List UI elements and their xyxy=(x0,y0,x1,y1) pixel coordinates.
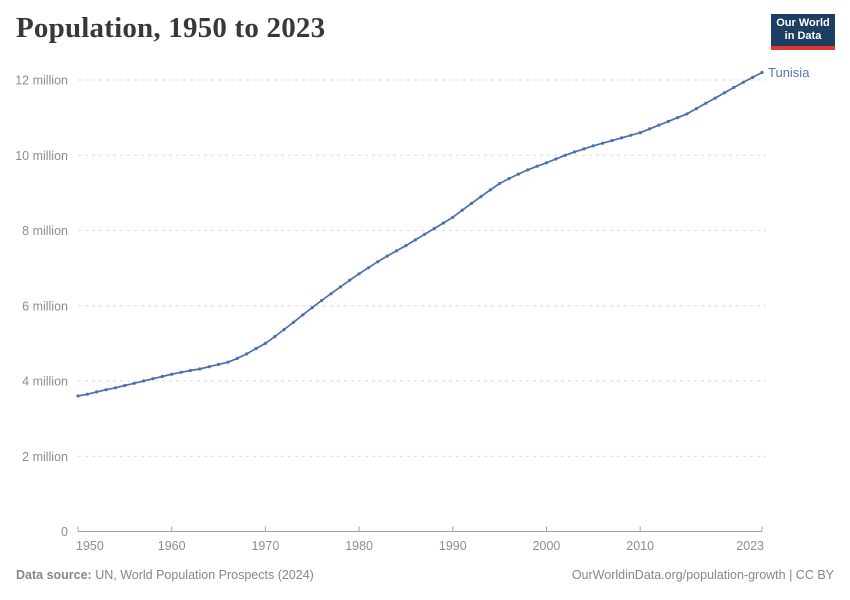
data-point-markers xyxy=(76,70,764,398)
data-source-note: Data source: UN, World Population Prospe… xyxy=(16,568,314,582)
svg-text:6 million: 6 million xyxy=(22,299,68,313)
svg-text:0: 0 xyxy=(61,525,68,539)
page-title: Population, 1950 to 2023 xyxy=(16,12,326,44)
x-axis: 1950 1960 1970 1980 1990 2000 2010 2023 xyxy=(76,526,764,553)
svg-text:1970: 1970 xyxy=(251,539,279,553)
svg-text:2010: 2010 xyxy=(626,539,654,553)
svg-text:2000: 2000 xyxy=(533,539,561,553)
chart-footer: Data source: UN, World Population Prospe… xyxy=(0,568,850,582)
y-axis-labels: 0 2 million 4 million 6 million 8 million 10 … xyxy=(15,74,68,540)
svg-text:1980: 1980 xyxy=(345,539,373,553)
svg-text:2023: 2023 xyxy=(736,539,764,553)
svg-text:1990: 1990 xyxy=(439,539,467,553)
data-source-label: Data source: xyxy=(16,568,92,582)
svg-text:2 million: 2 million xyxy=(22,450,68,464)
svg-text:4 million: 4 million xyxy=(22,375,68,389)
series-label-tunisia[interactable]: Tunisia xyxy=(768,65,810,80)
owid-logo-line2: in Data xyxy=(784,30,822,42)
owid-url-link[interactable]: OurWorldinData.org/population-growth | C… xyxy=(571,568,834,582)
svg-text:10 million: 10 million xyxy=(15,149,68,163)
svg-text:8 million: 8 million xyxy=(22,224,68,238)
population-line xyxy=(77,71,763,397)
svg-text:1950: 1950 xyxy=(76,539,104,553)
owid-logo[interactable]: Our World in Data xyxy=(771,14,835,50)
svg-text:12 million: 12 million xyxy=(15,74,68,88)
y-gridlines xyxy=(78,79,766,457)
svg-text:1960: 1960 xyxy=(158,539,186,553)
owid-logo-line1: Our World xyxy=(776,17,830,30)
data-source-value: UN, World Population Prospects (2024) xyxy=(91,568,314,582)
